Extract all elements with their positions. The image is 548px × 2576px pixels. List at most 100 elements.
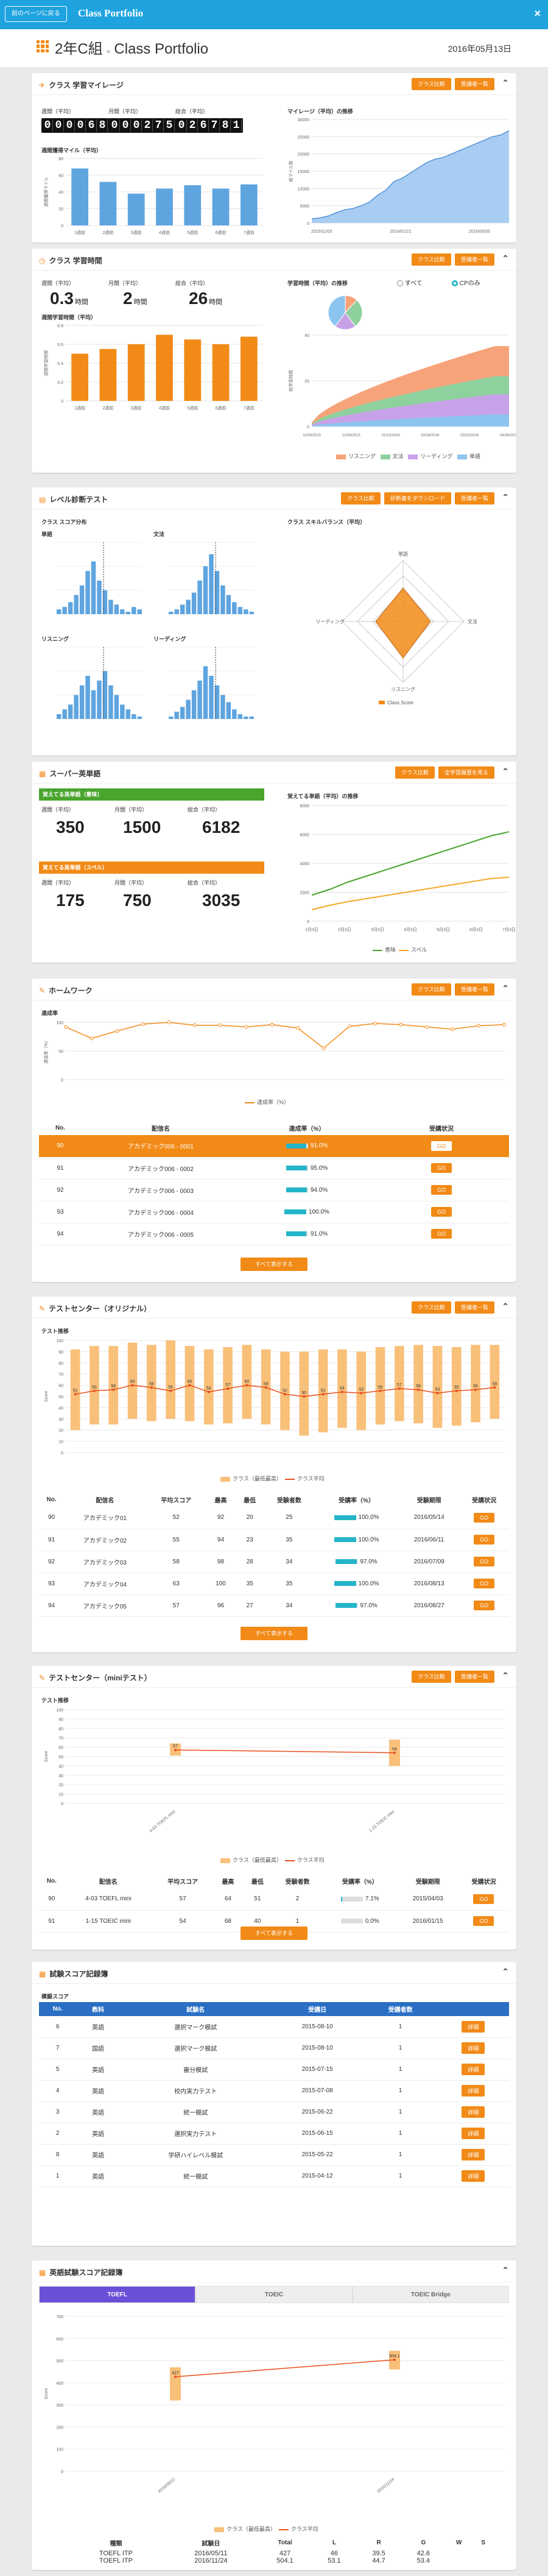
y-tick-label: 5000: [300, 205, 309, 209]
go-button[interactable]: GO: [430, 1207, 452, 1217]
detail-button[interactable]: 詳細: [462, 2064, 485, 2075]
bar: [184, 339, 202, 401]
show-all-button[interactable]: すべて表示する: [241, 1258, 307, 1271]
histogram-bar: [57, 609, 61, 614]
go-button[interactable]: GO: [473, 1894, 494, 1904]
chevron-up-icon[interactable]: ⌃: [502, 2265, 509, 2275]
table-cell: 63: [172, 1580, 180, 1587]
go-button[interactable]: GO: [474, 1579, 495, 1588]
radio-cp-only[interactable]: CPのみ: [452, 278, 480, 287]
mini-legend: クラス（最低最高） クラス平均: [220, 1856, 325, 1864]
data-point: [150, 1386, 153, 1389]
x-tick-label: 5週前: [187, 405, 198, 411]
y-tick-label: 90: [58, 1718, 63, 1722]
homework-table: No. 配信名 達成率（%） 受講状況 90 アカデミック006 - 0001 91.0%…: [39, 1121, 509, 1245]
chevron-up-icon[interactable]: ⌃: [502, 1967, 509, 1976]
tab-toeic[interactable]: TOEIC: [195, 2286, 353, 2303]
close-icon[interactable]: ×: [534, 7, 541, 19]
y-tick-label: 6000: [300, 833, 309, 838]
histogram-bar: [180, 707, 185, 719]
pencil-icon: ✎: [39, 986, 46, 995]
test-trend-title: テスト推移: [41, 1328, 69, 1334]
go-button[interactable]: GO: [474, 1557, 495, 1566]
study-trend-chart: 40 20 0 総学習時間 11/03/2015 12/08/2015 01/12/2016…: [288, 334, 516, 437]
range-bar: [70, 1349, 80, 1431]
detail-button[interactable]: 詳細: [462, 2085, 485, 2097]
go-button[interactable]: GO: [474, 1601, 495, 1610]
table-cell: TOEFL ITP: [99, 2557, 133, 2564]
chevron-up-icon[interactable]: ⌃: [502, 253, 509, 263]
rate-value: 91.0%: [310, 1230, 328, 1237]
go-button[interactable]: GO: [474, 1512, 495, 1523]
data-label: 54: [392, 1747, 397, 1752]
data-point: [141, 1022, 146, 1026]
table-cell: 427: [279, 2550, 291, 2557]
histogram-bar: [249, 717, 254, 719]
student-list-button[interactable]: 受講者一覧: [454, 492, 494, 504]
study-pie-chart: [328, 295, 363, 330]
detail-button[interactable]: 詳細: [462, 2149, 485, 2160]
chevron-up-icon[interactable]: ⌃: [502, 1301, 509, 1311]
student-list-button[interactable]: 受講者一覧: [454, 1671, 494, 1683]
back-button[interactable]: 前のページに戻る: [5, 6, 67, 22]
class-compare-button[interactable]: クラス比較: [412, 1301, 451, 1314]
mini-test-title: ✎ テストセンター（miniテスト）: [39, 1674, 152, 1682]
show-all-button[interactable]: すべて表示する: [241, 1927, 307, 1940]
tab-toeic-bridge[interactable]: TOEIC Bridge: [352, 2286, 509, 2303]
student-list-button[interactable]: 受講者一覧: [454, 78, 494, 90]
detail-button[interactable]: 詳細: [462, 2128, 485, 2139]
go-button[interactable]: GO: [430, 1141, 452, 1151]
area-layer: [312, 414, 509, 426]
chevron-up-icon[interactable]: ⌃: [502, 492, 509, 502]
chevron-up-icon[interactable]: ⌃: [502, 78, 509, 88]
table-cell: 35: [246, 1580, 253, 1587]
app-title: Class Portfolio: [78, 7, 144, 19]
y-tick-label: 30000: [298, 118, 310, 122]
table-cell: 選択実力テスト: [174, 2131, 217, 2138]
histogram-bar: [191, 592, 197, 614]
bar: [127, 193, 145, 225]
go-button[interactable]: GO: [474, 1535, 495, 1545]
table-cell: 2015-07-08: [301, 2087, 333, 2094]
show-all-button[interactable]: すべて表示する: [241, 1627, 307, 1640]
tab-toefl[interactable]: TOEFL: [39, 2286, 196, 2303]
range-bar: [413, 1345, 423, 1424]
class-compare-button[interactable]: クラス比較: [341, 492, 381, 504]
all-history-button[interactable]: 全学習履歴を見る: [438, 766, 494, 779]
go-button[interactable]: GO: [430, 1229, 452, 1239]
chevron-up-icon[interactable]: ⌃: [502, 1671, 509, 1680]
chevron-up-icon[interactable]: ⌃: [502, 766, 509, 776]
student-list-button[interactable]: 受講者一覧: [454, 983, 494, 996]
detail-button[interactable]: 詳細: [462, 2106, 485, 2118]
y-tick-label: 30: [58, 1418, 63, 1422]
go-button[interactable]: GO: [430, 1163, 452, 1173]
detail-button[interactable]: 詳細: [462, 2042, 485, 2054]
class-compare-button[interactable]: クラス比較: [412, 78, 451, 90]
student-list-button[interactable]: 受講者一覧: [454, 1301, 494, 1314]
chevron-up-icon[interactable]: ⌃: [502, 983, 509, 993]
table-cell: 94: [47, 1602, 55, 1609]
go-button[interactable]: GO: [430, 1185, 452, 1195]
series-line: [311, 130, 510, 219]
class-compare-button[interactable]: クラス比較: [412, 1671, 451, 1683]
x-tick-label: 4週前: [159, 405, 170, 411]
table-cell: アカデミック006 - 0003: [128, 1187, 194, 1195]
student-list-button[interactable]: 受講者一覧: [454, 253, 494, 266]
radio-all[interactable]: すべて: [397, 278, 423, 287]
words-trend-title: 覚えてる単語（平均）の推移: [287, 793, 359, 799]
detail-button[interactable]: 詳細: [462, 2020, 485, 2033]
y-tick-label: 0: [61, 2470, 63, 2474]
class-compare-button[interactable]: クラス比較: [412, 253, 451, 266]
go-button[interactable]: GO: [473, 1916, 494, 1926]
table-row: 90 アカデミック006 - 0001 91.0% GO: [39, 1135, 509, 1158]
download-report-button[interactable]: 診断書をダウンロード: [384, 492, 451, 504]
class-compare-button[interactable]: クラス比較: [395, 766, 435, 779]
table-cell: 英語: [92, 2089, 105, 2095]
y-tick-label: 10000: [298, 187, 310, 191]
detail-button[interactable]: 詳細: [462, 2170, 485, 2182]
table-cell: 58: [172, 1558, 180, 1565]
class-compare-button[interactable]: クラス比較: [412, 983, 451, 996]
y-tick-label: 50: [58, 1050, 63, 1054]
clock-icon: ◷: [39, 257, 46, 265]
